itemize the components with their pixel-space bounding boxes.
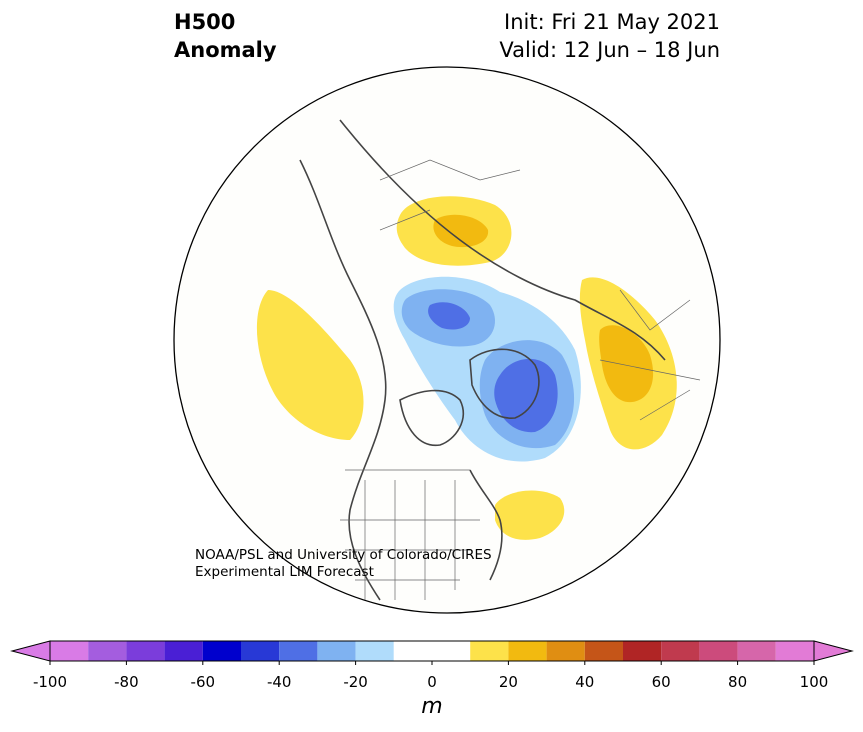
colorbar-cell	[508, 641, 547, 661]
colorbar-tick-label: 80	[728, 673, 748, 691]
colorbar-extend-max	[813, 640, 854, 662]
colorbar-cell	[546, 641, 585, 661]
colorbar-cell	[164, 641, 203, 661]
colorbar-ticks	[49, 661, 815, 665]
colorbar-tick-label: 60	[651, 673, 671, 691]
coastline-east-america	[469, 469, 503, 581]
colorbar-tick-label: 40	[575, 673, 595, 691]
colorbar-extend-min	[10, 640, 51, 662]
map-boundary	[173, 66, 721, 614]
colorbar-cell	[126, 641, 165, 661]
colorbar-tick-label: -100	[32, 673, 68, 691]
colorbar-tick-label: 100	[799, 673, 829, 691]
coastline-north-america	[299, 159, 387, 601]
valid-range: Valid: 12 Jun – 18 Jun	[499, 38, 720, 62]
credit-line-1: NOAA/PSL and University of Colorado/CIRE…	[195, 547, 492, 563]
colorbar-tick-label: 0	[427, 673, 437, 691]
init-date: Init: Fri 21 May 2021	[504, 10, 720, 34]
colorbar-tick-label: 20	[498, 673, 518, 691]
colorbar-cell	[241, 641, 280, 661]
border-states	[364, 480, 456, 600]
coastline-hudson-bay	[399, 389, 465, 447]
field-name: H500	[174, 10, 236, 34]
positive-anomaly-siberia-core	[433, 214, 489, 248]
borders	[340, 159, 701, 600]
coastlines	[299, 119, 666, 601]
colorbar	[10, 640, 854, 665]
colorbar-cell	[775, 641, 814, 661]
colorbar-cell	[470, 641, 509, 661]
colorbar-unit: m	[421, 694, 443, 719]
positive-anomaly-atlantic	[495, 490, 565, 540]
colorbar-cell	[737, 641, 776, 661]
credit-line-2: Experimental LIM Forecast	[195, 564, 374, 580]
colorbar-cell	[50, 641, 89, 661]
colorbar-tick-label: -80	[114, 673, 139, 691]
colorbar-cell	[393, 641, 471, 661]
colorbar-cell	[661, 641, 700, 661]
credit-text: NOAA/PSL and University of Colorado/CIRE…	[195, 547, 492, 581]
border-states-lat	[340, 519, 480, 581]
anomaly-shading	[256, 196, 677, 540]
negative-anomaly-core-west	[428, 302, 470, 330]
colorbar-cell	[279, 641, 318, 661]
colorbar-tick-label: -40	[266, 673, 292, 691]
map-title: H500 Anomaly	[174, 8, 277, 64]
colorbar-cell	[317, 641, 356, 661]
colorbar-cell	[623, 641, 662, 661]
colorbar-cell	[355, 641, 394, 661]
coastline-eurasia	[339, 119, 666, 361]
forecast-dates: Init: Fri 21 May 2021 Valid: 12 Jun – 18…	[499, 8, 720, 64]
colorbar-tick-label: -20	[343, 673, 368, 691]
polar-map	[173, 66, 721, 614]
positive-anomaly-alaska	[256, 290, 364, 440]
coastline-greenland	[469, 348, 540, 419]
colorbar-cell	[88, 641, 127, 661]
colorbar-cells	[50, 641, 814, 661]
colorbar-cell	[202, 641, 241, 661]
border-asia	[379, 159, 521, 231]
border-europe	[599, 289, 701, 421]
colorbar-cell	[584, 641, 623, 661]
field-type: Anomaly	[174, 38, 277, 62]
colorbar-tick-label: -60	[190, 673, 216, 691]
positive-anomaly-europe-core	[599, 325, 654, 403]
colorbar-cell	[699, 641, 738, 661]
negative-anomaly-core-east	[494, 358, 558, 433]
